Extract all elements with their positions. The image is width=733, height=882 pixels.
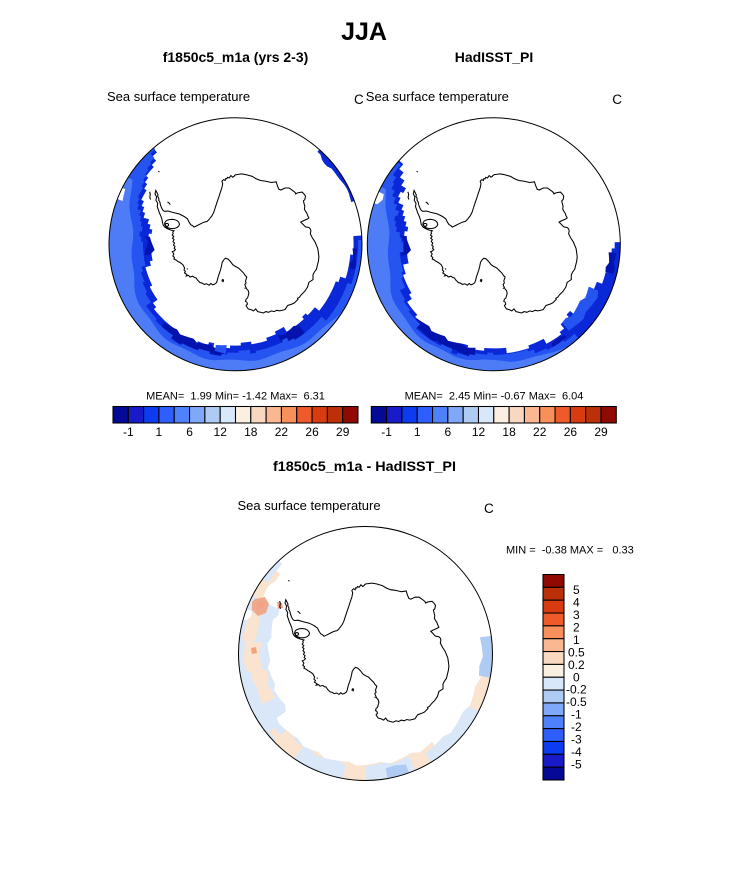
svg-text:12: 12 — [472, 425, 486, 439]
svg-text:5: 5 — [573, 583, 580, 597]
svg-text:Sea surface temperature: Sea surface temperature — [366, 89, 509, 104]
svg-text:12: 12 — [214, 425, 228, 439]
svg-text:26: 26 — [564, 425, 578, 439]
svg-text:-2: -2 — [571, 720, 582, 734]
svg-text:6: 6 — [445, 425, 452, 439]
svg-text:-4: -4 — [571, 745, 582, 759]
svg-text:2: 2 — [573, 621, 580, 635]
svg-text:HadISST_PI: HadISST_PI — [455, 49, 534, 65]
svg-text:-3: -3 — [571, 733, 582, 747]
svg-text:C: C — [354, 92, 364, 107]
svg-text:MEAN= 2.45 Min= -0.67 Max= 6: MEAN= 2.45 Min= -0.67 Max= 6.04 — [405, 391, 584, 403]
svg-text:-1: -1 — [571, 708, 582, 722]
svg-text:18: 18 — [244, 425, 258, 439]
svg-text:22: 22 — [533, 425, 547, 439]
svg-text:29: 29 — [594, 425, 608, 439]
svg-text:0: 0 — [573, 670, 580, 684]
svg-text:-5: -5 — [571, 757, 582, 771]
svg-text:-1: -1 — [381, 425, 392, 439]
svg-text:6: 6 — [186, 425, 193, 439]
svg-text:22: 22 — [275, 425, 289, 439]
svg-text:f1850c5_m1a (yrs 2-3): f1850c5_m1a (yrs 2-3) — [163, 49, 309, 65]
svg-text:C: C — [484, 501, 494, 516]
svg-text:0.2: 0.2 — [568, 658, 585, 672]
svg-text:3: 3 — [573, 608, 580, 622]
svg-text:1: 1 — [414, 425, 421, 439]
svg-text:-1: -1 — [123, 425, 134, 439]
svg-text:f1850c5_m1a - HadISST_PI: f1850c5_m1a - HadISST_PI — [273, 458, 456, 474]
svg-text:C: C — [612, 92, 622, 107]
svg-text:1: 1 — [156, 425, 163, 439]
svg-text:-0.2: -0.2 — [566, 683, 587, 697]
svg-text:29: 29 — [336, 425, 350, 439]
svg-text:4: 4 — [573, 596, 580, 610]
svg-text:Sea surface temperature: Sea surface temperature — [107, 89, 250, 104]
svg-text:Sea surface temperature: Sea surface temperature — [238, 498, 381, 513]
svg-text:18: 18 — [502, 425, 516, 439]
svg-text:MEAN= 1.99 Min= -1.42 Max= 6: MEAN= 1.99 Min= -1.42 Max= 6.31 — [146, 391, 325, 403]
svg-text:1: 1 — [573, 633, 580, 647]
svg-text:0.5: 0.5 — [568, 645, 585, 659]
svg-text:-0.5: -0.5 — [566, 695, 587, 709]
svg-text:MIN = -0.38 MAX = 0.33: MIN = -0.38 MAX = 0.33 — [506, 545, 634, 557]
svg-text:JJA: JJA — [341, 18, 387, 46]
svg-text:26: 26 — [305, 425, 319, 439]
